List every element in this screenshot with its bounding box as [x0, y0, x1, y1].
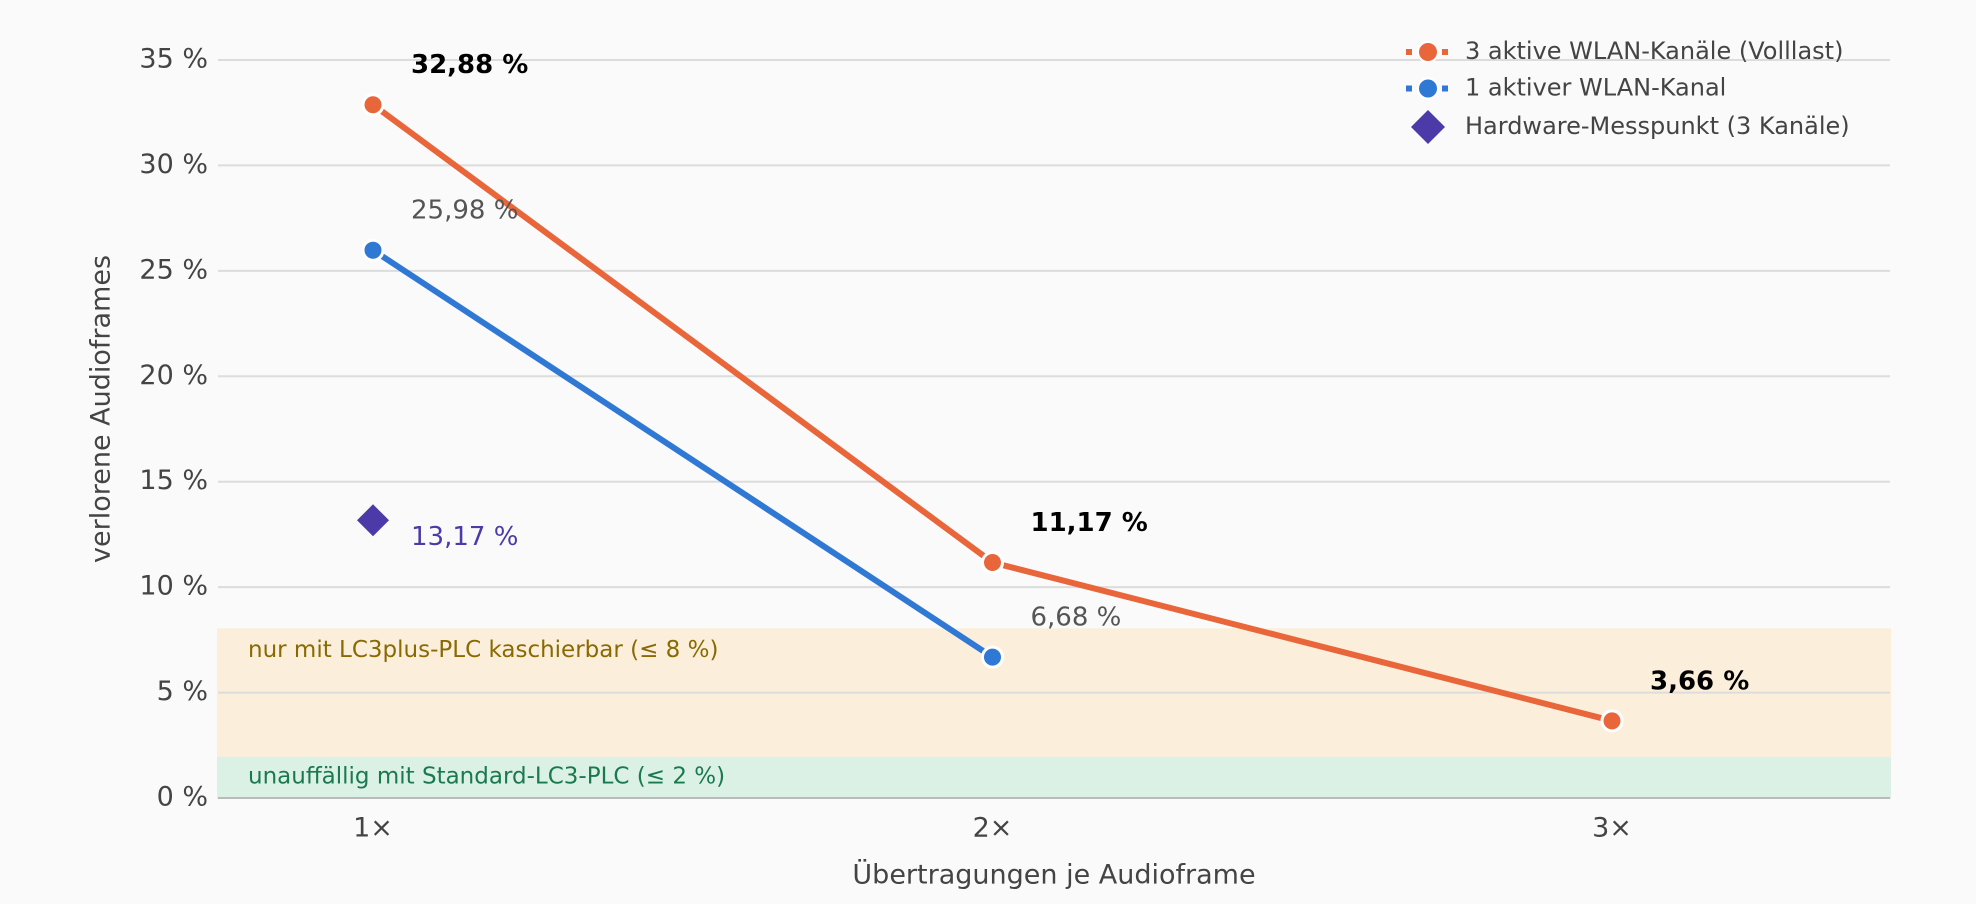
y-tick-label: 30 %	[139, 149, 208, 180]
data-point	[981, 645, 1004, 669]
x-tick-label: 2×	[973, 813, 1013, 844]
data-point	[1600, 709, 1624, 733]
threshold-band	[217, 754, 1891, 799]
data-point	[361, 238, 385, 262]
data-label: 3,66 %	[1650, 666, 1749, 696]
data-label: 11,17 %	[1031, 508, 1148, 538]
y-tick-label: 10 %	[139, 571, 208, 602]
data-label: 13,17 %	[411, 522, 518, 552]
legend-label: 3 aktive WLAN-Kanäle (Volllast)	[1465, 37, 1843, 65]
y-tick-label: 20 %	[139, 360, 208, 391]
data-point	[357, 504, 389, 537]
legend-marker	[1417, 77, 1439, 100]
y-tick-label: 0 %	[157, 782, 208, 813]
y-tick-label: 35 %	[139, 44, 208, 75]
x-axis-label: Übertragungen je Audioframe	[852, 859, 1255, 891]
band-label: nur mit LC3plus-PLC kaschierbar (≤ 8 %)	[248, 637, 718, 663]
y-tick-label: 25 %	[139, 254, 208, 285]
series-line	[371, 247, 995, 660]
y-axis-label: verlorene Audioframes	[86, 255, 117, 563]
legend-label: 1 aktiver WLAN-Kanal	[1465, 74, 1726, 102]
data-label: 6,68 %	[1031, 603, 1122, 633]
y-tick-label: 15 %	[139, 465, 208, 496]
data-point	[361, 93, 385, 117]
legend-marker	[1417, 41, 1439, 63]
data-label: 25,98 %	[411, 196, 518, 226]
data-point	[981, 550, 1004, 574]
x-tick-label: 1×	[353, 813, 393, 844]
x-tick-label: 3×	[1592, 813, 1632, 844]
data-label: 32,88 %	[411, 50, 528, 80]
band-label: unauffällig mit Standard-LC3-PLC (≤ 2 %)	[248, 763, 725, 789]
legend-marker	[1411, 110, 1445, 144]
y-tick-label: 5 %	[157, 676, 208, 707]
legend-label: Hardware-Messpunkt (3 Kanäle)	[1465, 112, 1850, 140]
